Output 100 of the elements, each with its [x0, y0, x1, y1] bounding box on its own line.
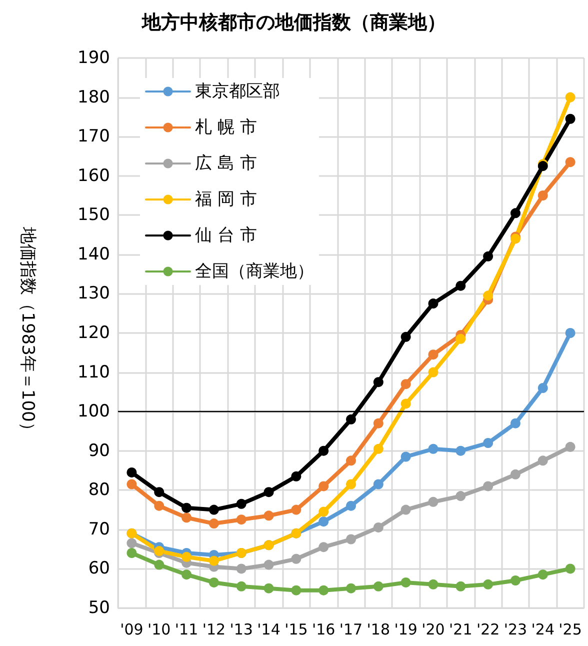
x-tick-label: '24 [531, 620, 554, 638]
y-axis-title: 地価指数（1983年＝100） [18, 226, 38, 439]
point [483, 579, 494, 590]
x-tick-label: '18 [366, 620, 390, 638]
point [236, 564, 246, 574]
point [346, 414, 356, 424]
point [236, 514, 246, 525]
point [510, 469, 520, 480]
x-tick-label: '14 [257, 620, 280, 638]
point [346, 534, 356, 544]
point [373, 418, 384, 428]
point [126, 538, 137, 548]
point [400, 332, 411, 342]
point [400, 379, 411, 390]
point [291, 504, 302, 515]
chart-title: 地方中核都市の地価指数（商業地） [141, 12, 446, 34]
point [538, 570, 548, 580]
point [373, 581, 384, 592]
x-tick-label: '25 [558, 620, 582, 638]
point [400, 577, 411, 588]
point [538, 190, 548, 200]
x-tick-label: '10 [148, 620, 171, 638]
point [428, 579, 438, 590]
point [346, 456, 356, 466]
point [346, 583, 356, 594]
x-tick-label: '11 [174, 620, 198, 638]
point [565, 92, 576, 102]
x-tick-label: '23 [504, 620, 528, 638]
point [318, 542, 329, 552]
y-tick-label: 100 [78, 402, 110, 422]
point [373, 522, 384, 532]
point [208, 556, 219, 566]
point [400, 398, 411, 409]
point [565, 564, 576, 574]
x-tick-label: '19 [394, 620, 418, 638]
point [483, 438, 494, 448]
point [318, 481, 329, 492]
point [483, 251, 494, 262]
point [318, 585, 329, 596]
point [182, 552, 192, 562]
y-tick-label: 50 [88, 598, 110, 618]
x-tick-label: '13 [230, 620, 253, 638]
point [126, 479, 137, 490]
legend-label: 福 岡 市 [195, 190, 257, 210]
y-tick-label: 70 [88, 519, 110, 540]
point [483, 290, 494, 301]
point [538, 456, 548, 466]
point [291, 471, 302, 482]
y-tick-label: 120 [78, 323, 110, 343]
point [428, 298, 438, 309]
y-tick-label: 90 [88, 440, 110, 461]
legend-label: 広 島 市 [195, 154, 257, 174]
legend-label: 札 幌 市 [195, 118, 257, 138]
x-tick-label: '16 [312, 620, 336, 638]
point [182, 512, 192, 523]
y-tick-label: 140 [78, 244, 110, 264]
point [154, 487, 164, 498]
point [428, 367, 438, 378]
point [264, 510, 274, 521]
point [208, 518, 219, 529]
y-tick-label: 80 [88, 480, 110, 500]
point [208, 577, 219, 588]
x-tick-label: '21 [449, 620, 472, 638]
y-tick-label: 180 [78, 87, 110, 108]
point [373, 444, 384, 454]
y-tick-label: 60 [88, 558, 110, 579]
y-tick-label: 150 [78, 205, 110, 226]
y-tick-label: 110 [78, 362, 110, 382]
x-tick-label: '20 [422, 620, 445, 638]
x-tick-label: '09 [120, 620, 144, 638]
point [483, 481, 494, 492]
point [126, 467, 137, 478]
point [264, 560, 274, 570]
y-tick-label: 130 [78, 284, 110, 304]
point [154, 500, 164, 511]
point [318, 506, 329, 517]
point [264, 583, 274, 594]
y-tick-label: 160 [78, 166, 110, 186]
legend-label: 東京都区部 [195, 82, 280, 102]
point [346, 479, 356, 490]
point [291, 585, 302, 596]
point [538, 383, 548, 393]
point [318, 516, 329, 527]
point [264, 487, 274, 498]
point [565, 114, 576, 124]
point [182, 502, 192, 513]
point [373, 479, 384, 490]
point [456, 581, 466, 592]
y-tick-label: 190 [78, 48, 110, 68]
point [565, 442, 576, 452]
point [400, 504, 411, 515]
point [318, 446, 329, 456]
point [126, 548, 137, 558]
point [428, 444, 438, 454]
x-tick-label: '12 [202, 620, 226, 638]
point [428, 350, 438, 360]
x-tick-label: '22 [476, 620, 500, 638]
point [428, 496, 438, 507]
x-tick-label: '15 [284, 620, 308, 638]
legend-label: 全国（商業地） [195, 262, 314, 282]
